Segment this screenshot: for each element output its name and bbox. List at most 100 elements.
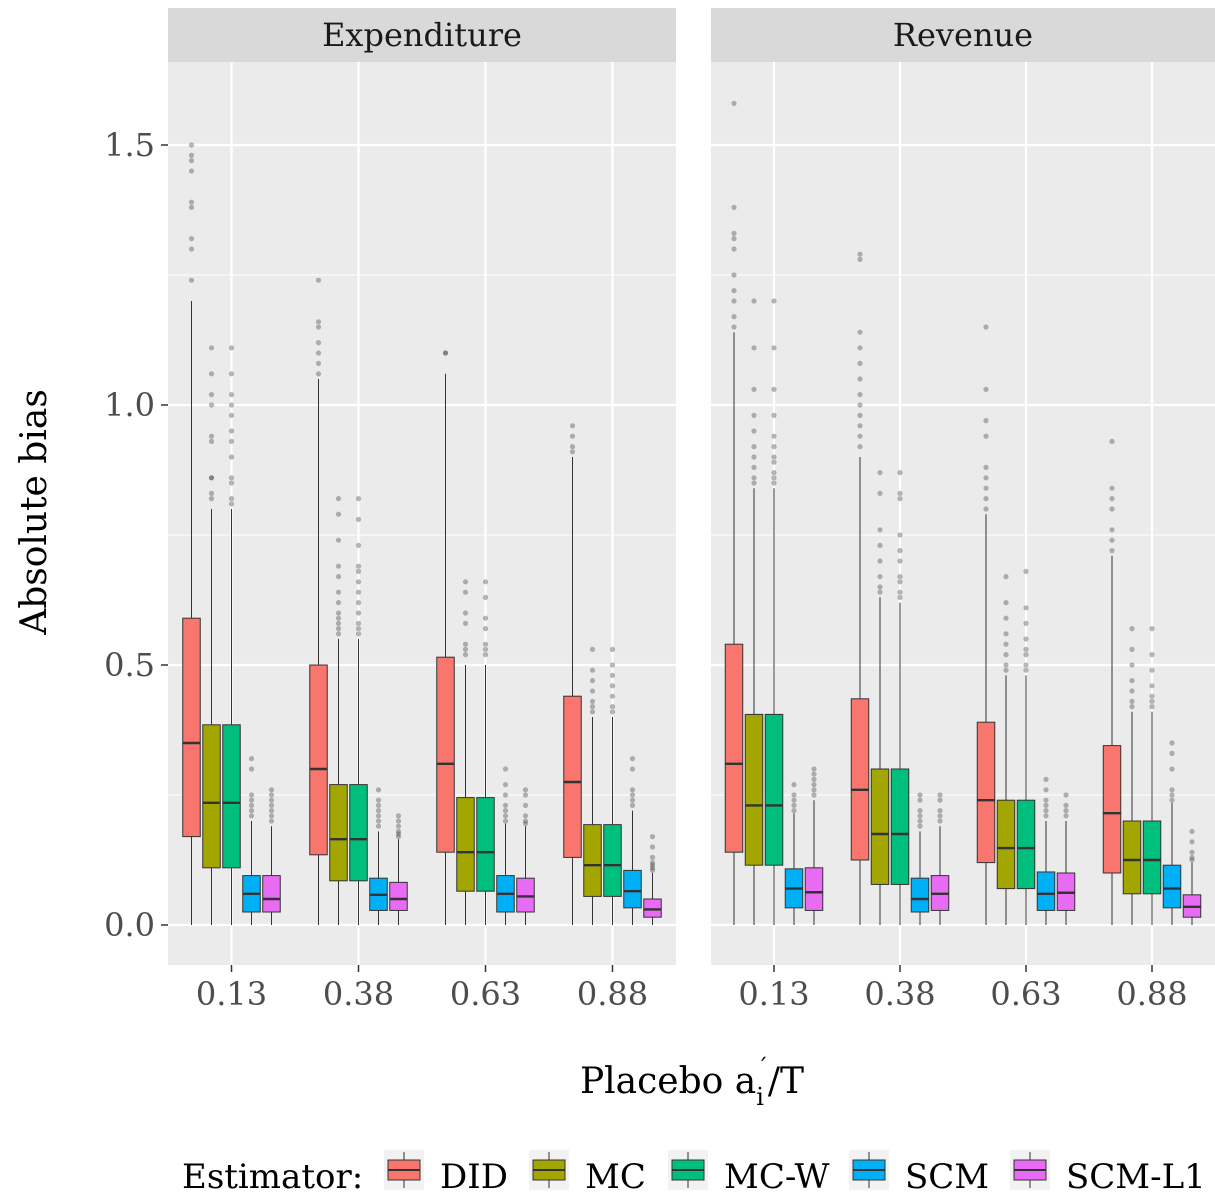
box-iqr: [623, 869, 642, 909]
x-tick-label: 0.63: [990, 975, 1061, 1013]
outlier-point: [791, 782, 797, 788]
outlier-point: [188, 246, 195, 252]
outlier-point: [315, 360, 322, 366]
outlier-point: [983, 475, 989, 481]
outlier-point: [1189, 849, 1195, 855]
box-group-0.13: [182, 142, 281, 925]
outlier-point: [897, 470, 903, 476]
outlier-point: [188, 158, 195, 164]
outlier-point: [188, 204, 195, 210]
outlier-point: [375, 787, 382, 793]
outlier-point: [248, 756, 255, 762]
outlier-point: [208, 345, 215, 351]
outlier-point: [1109, 548, 1115, 554]
outlier-point: [771, 454, 777, 460]
outlier-point: [751, 428, 757, 434]
outlier-point: [751, 298, 757, 304]
outlier-point: [228, 428, 235, 434]
outlier-point: [771, 459, 777, 465]
boxplot-scm: [784, 782, 804, 925]
boxplot-did: [563, 423, 582, 925]
boxplot-scm: [910, 792, 930, 925]
outlier-point: [791, 792, 797, 798]
outlier-point: [375, 823, 382, 829]
outlier-point: [649, 854, 656, 861]
outlier-point: [609, 672, 616, 679]
outlier-point: [268, 787, 275, 793]
outlier-point: [1149, 693, 1155, 699]
outlier-point: [897, 532, 903, 538]
outlier-point: [897, 490, 903, 496]
outlier-point: [208, 490, 215, 496]
outlier-point: [375, 802, 382, 809]
outlier-point: [917, 808, 923, 814]
outlier-point: [395, 823, 402, 829]
facet-strip-label: Revenue: [893, 16, 1033, 54]
outlier-point: [228, 412, 235, 418]
y-tick-label: 1.0: [104, 386, 155, 424]
x-tick-label: 0.13: [738, 975, 809, 1013]
outlier-point: [248, 797, 255, 803]
outlier-point: [1129, 698, 1135, 705]
outlier-point: [877, 470, 883, 476]
box-iqr: [996, 799, 1016, 890]
x-tick-label: 0.13: [196, 975, 267, 1013]
boxplot-mc: [329, 496, 348, 925]
outlier-point: [1063, 802, 1069, 809]
outlier-point: [522, 792, 529, 798]
outlier-point: [917, 813, 923, 819]
outlier-point: [335, 496, 342, 502]
legend-label: DID: [440, 1157, 508, 1197]
outlier-point: [1023, 652, 1029, 658]
outlier-point: [268, 808, 275, 814]
outlier-point: [857, 392, 863, 398]
outlier-point: [1003, 652, 1009, 658]
outlier-point: [983, 464, 989, 470]
boxplot-scm: [1036, 776, 1056, 925]
outlier-point: [522, 813, 529, 819]
legend-title: Estimator:: [182, 1157, 363, 1197]
outlier-point: [771, 433, 777, 439]
outlier-point: [355, 579, 362, 585]
outlier-point: [1109, 496, 1115, 502]
outlier-point: [482, 615, 489, 621]
box-iqr: [1016, 799, 1036, 890]
outlier-point: [791, 797, 797, 803]
boxplot-mc: [996, 574, 1016, 925]
outlier-point: [917, 797, 923, 803]
boxplot-did: [1102, 438, 1122, 925]
outlier-point: [502, 813, 509, 819]
outlier-point: [771, 444, 777, 450]
outlier-point: [649, 860, 656, 866]
boxplot-mc-w: [349, 496, 368, 925]
outlier-point: [731, 298, 737, 304]
boxplot-scm-l1: [930, 792, 950, 925]
outlier-point: [589, 678, 596, 684]
outlier-point: [897, 574, 903, 580]
x-tick-label: 0.38: [323, 975, 394, 1013]
outlier-point: [268, 818, 275, 824]
outlier-point: [268, 792, 275, 798]
x-tick-label: 0.88: [577, 975, 648, 1013]
outlier-point: [315, 324, 322, 330]
outlier-point: [502, 792, 509, 798]
outlier-point: [248, 802, 255, 809]
facet-panel-revenue: Revenue: [711, 8, 1215, 965]
outlier-point: [857, 329, 863, 335]
outlier-point: [1129, 626, 1135, 632]
outlier-point: [609, 683, 616, 689]
outlier-point: [268, 813, 275, 819]
box-iqr: [890, 768, 910, 885]
boxplot-scm-l1: [516, 787, 535, 925]
outlier-point: [771, 475, 777, 481]
outlier-point: [1149, 667, 1155, 673]
outlier-point: [1109, 527, 1115, 533]
boxplot-mc-w: [222, 345, 241, 925]
box-iqr: [724, 643, 744, 853]
outlier-point: [1023, 667, 1029, 673]
outlier-point: [208, 475, 215, 481]
outlier-point: [188, 277, 195, 283]
outlier-point: [248, 813, 255, 819]
outlier-point: [335, 589, 342, 595]
box-iqr: [309, 664, 328, 856]
